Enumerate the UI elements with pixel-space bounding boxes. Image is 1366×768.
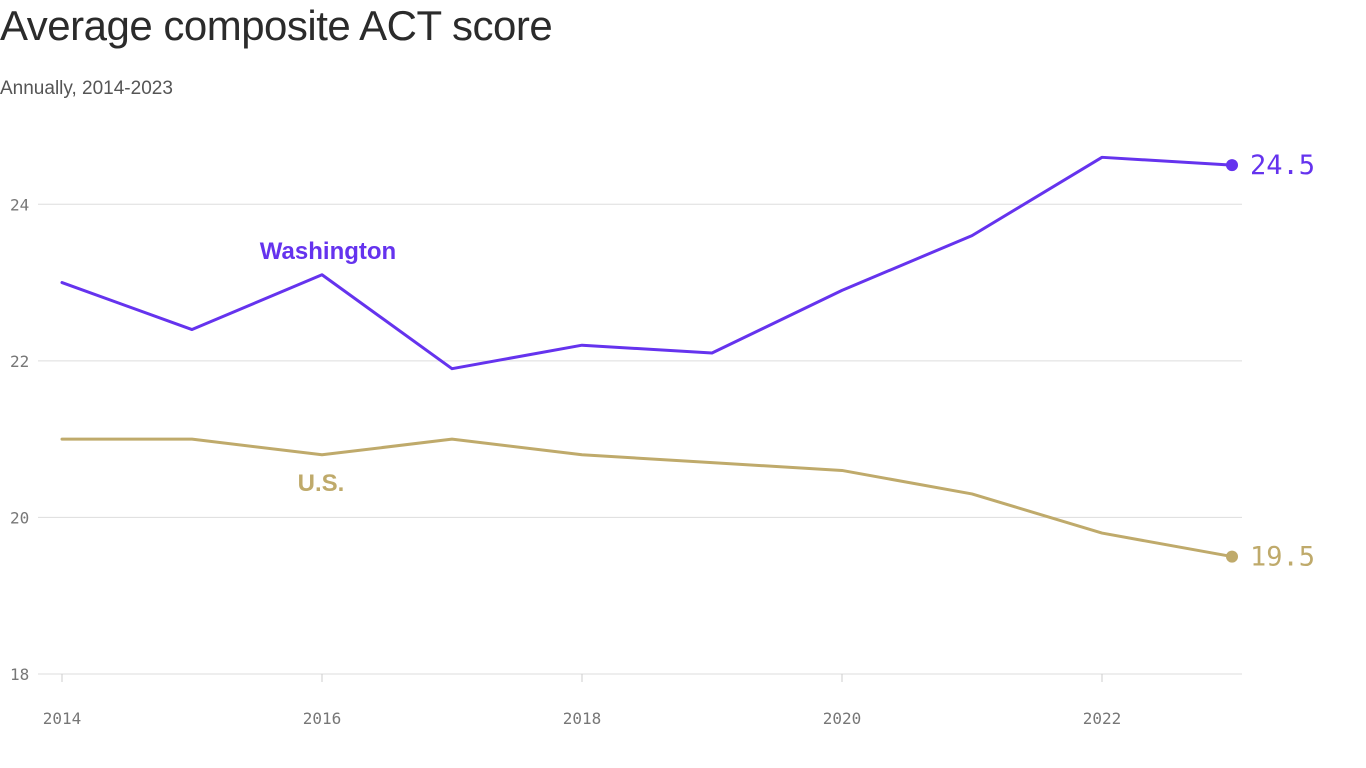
series-group: 24.5 Washington 19.5 U.S. (60, 150, 1315, 573)
y-tick-label: 22 (10, 352, 29, 371)
y-axis: 18 20 22 24 (10, 195, 29, 684)
series-endpoint (1226, 550, 1238, 563)
y-tick-label: 18 (10, 665, 29, 684)
chart-title: Average composite ACT score (0, 2, 553, 49)
series-endpoint (1226, 159, 1238, 172)
gridlines (38, 203, 1242, 675)
end-value-label: 19.5 (1250, 542, 1315, 573)
x-tick-label: 2014 (43, 709, 82, 728)
x-tick-label: 2016 (303, 709, 342, 728)
y-tick-label: 20 (10, 508, 29, 527)
x-tick-label: 2020 (823, 709, 862, 728)
x-tick-label: 2022 (1083, 709, 1122, 728)
x-axis: 2014 2016 2018 2020 2022 (43, 674, 1122, 728)
series-line (60, 437, 1234, 559)
end-value-label: 24.5 (1250, 150, 1315, 181)
series-line (60, 155, 1234, 371)
y-tick-label: 24 (10, 195, 29, 214)
series-label: U.S. (298, 470, 345, 497)
series-label: Washington (260, 238, 396, 265)
x-tick-label: 2018 (563, 709, 602, 728)
chart-subtitle: Annually, 2014-2023 (0, 78, 173, 99)
